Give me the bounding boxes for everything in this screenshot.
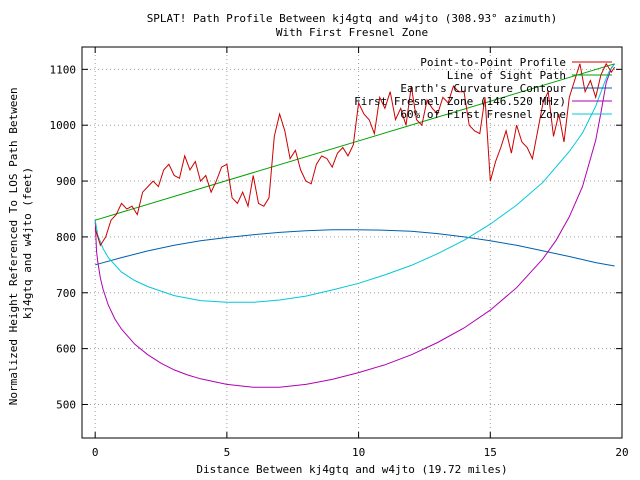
y-tick-label: 700	[56, 287, 76, 300]
chart-title: SPLAT! Path Profile Between kj4gtq and w…	[147, 12, 558, 25]
x-tick-label: 0	[92, 446, 99, 459]
plot-frame	[81, 46, 623, 439]
first-fresnel-zone-line	[94, 63, 615, 388]
legend-item-earth-curvature: Earth's Curvature Contour	[400, 82, 612, 95]
line-of-sight-line	[95, 63, 615, 221]
legend-item-fresnel-60: 60% of First Fresnel Zone	[400, 108, 612, 121]
legend-item-line-of-sight: Line of Sight Path	[447, 69, 612, 82]
y-tick-label: 800	[56, 231, 76, 244]
x-tick-label: 5	[224, 446, 231, 459]
legend-label: 60% of First Fresnel Zone	[400, 108, 566, 121]
series-lines	[94, 62, 616, 388]
legend-label: Earth's Curvature Contour	[400, 82, 566, 95]
x-axis-label: Distance Between kj4gtq and w4jto (19.72…	[196, 463, 507, 476]
y-tick-label: 600	[56, 343, 76, 356]
x-tick-label: 20	[615, 446, 628, 459]
fresnel-60-line	[94, 63, 616, 303]
y-axis-label-line-2: kj4gtq and w4jto (feet)	[21, 167, 34, 319]
y-tick-label: 500	[56, 398, 76, 411]
earth-curvature-line	[95, 229, 615, 267]
y-tick-label: 1000	[50, 119, 77, 132]
x-tick-label: 10	[352, 446, 365, 459]
x-tick-label: 15	[484, 446, 497, 459]
legend-item-profile: Point-to-Point Profile	[420, 56, 612, 69]
y-axis-label-line-1: Normalized Height Referenced To LOS Path…	[7, 87, 20, 405]
point-to-point-profile-line	[94, 62, 616, 247]
legend-label: First Fresnel Zone (146.520 MHz)	[354, 95, 566, 108]
y-tick-label: 1100	[50, 63, 77, 76]
legend-label: Line of Sight Path	[447, 69, 566, 82]
legend-label: Point-to-Point Profile	[420, 56, 566, 69]
y-axis-label: Normalized Height Referenced To LOS Path…	[7, 81, 34, 406]
y-tick-label: 900	[56, 175, 76, 188]
chart-subtitle: With First Fresnel Zone	[276, 26, 428, 39]
legend-item-fresnel: First Fresnel Zone (146.520 MHz)	[354, 95, 612, 108]
